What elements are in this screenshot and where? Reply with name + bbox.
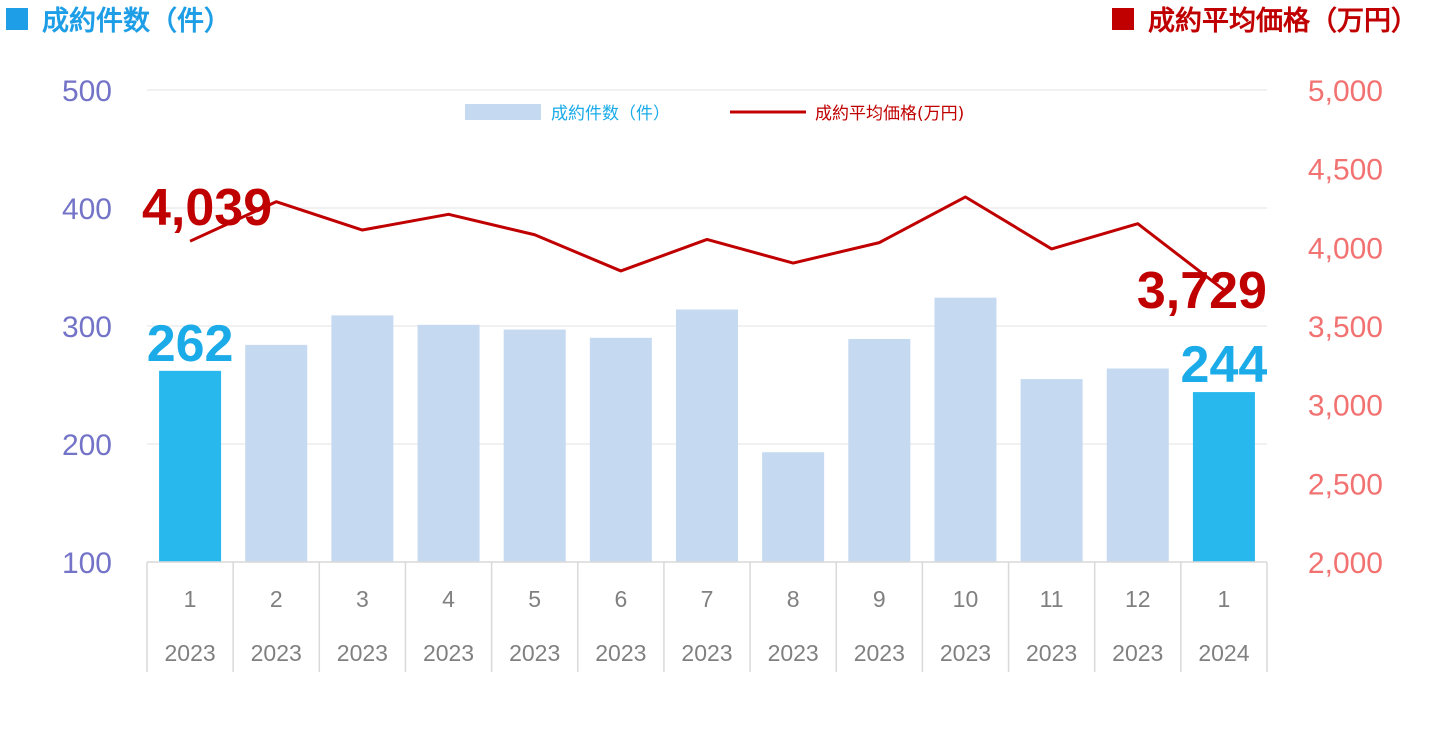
- annotations: 262 244 4,039 3,729: [142, 179, 1267, 394]
- x-month-label: 3: [356, 586, 369, 612]
- bar: [245, 344, 308, 562]
- first-bar-value-label: 262: [147, 315, 234, 373]
- x-year-label: 2023: [164, 640, 215, 666]
- right-tick-label: 4,500: [1308, 154, 1383, 187]
- x-year-label: 2023: [681, 640, 732, 666]
- left-tick-label: 100: [62, 547, 112, 580]
- right-tick-label: 4,000: [1308, 232, 1383, 265]
- last-price-value-label: 3,729: [1137, 262, 1267, 320]
- bar: [159, 370, 222, 562]
- bar: [1192, 392, 1255, 562]
- x-year-label: 2023: [1026, 640, 1077, 666]
- right-tick-label: 3,000: [1308, 390, 1383, 423]
- legend-line-label: 成約平均価格(万円): [815, 104, 964, 124]
- x-month-label: 11: [1040, 586, 1064, 612]
- legend-bar-label: 成約件数（件）: [551, 104, 670, 124]
- line-series: [189, 195, 1225, 292]
- x-year-label: 2023: [337, 640, 388, 666]
- right-tick-label: 3,500: [1308, 311, 1383, 344]
- bar: [1106, 368, 1169, 562]
- x-month-label: 6: [614, 586, 627, 612]
- x-year-label: 2023: [854, 640, 905, 666]
- x-month-label: 1: [184, 586, 197, 612]
- right-tick-label: 2,500: [1308, 468, 1383, 501]
- right-title-square-icon: [1112, 8, 1134, 30]
- left-tick-label: 500: [62, 75, 112, 108]
- x-month-label: 5: [528, 586, 541, 612]
- left-axis-title: 成約件数（件）: [42, 5, 231, 37]
- bar: [589, 337, 652, 562]
- x-year-label: 2023: [423, 640, 474, 666]
- x-year-label: 2023: [768, 640, 819, 666]
- legend-bar-swatch: [465, 104, 541, 120]
- x-year-label: 2023: [940, 640, 991, 666]
- left-tick-label: 300: [62, 311, 112, 344]
- right-axis-ticks: 2,000 2,500 3,000 3,500 4,000 4,500 5,000: [1308, 75, 1383, 580]
- bar: [1020, 379, 1083, 562]
- x-month-label: 9: [873, 586, 886, 612]
- x-year-label: 2023: [509, 640, 560, 666]
- bar: [676, 309, 738, 562]
- x-year-label: 2023: [251, 640, 302, 666]
- x-month-label: 2: [270, 586, 283, 612]
- bar: [762, 452, 825, 562]
- bar: [934, 297, 997, 562]
- x-year-label: 2023: [1112, 640, 1163, 666]
- x-month-label: 7: [701, 586, 714, 612]
- bar: [503, 329, 566, 562]
- right-tick-label: 5,000: [1308, 75, 1383, 108]
- bar-series: [159, 297, 1255, 562]
- x-month-label: 1: [1218, 586, 1231, 612]
- first-price-value-label: 4,039: [142, 179, 272, 237]
- bar: [331, 315, 394, 562]
- x-year-label: 2023: [595, 640, 646, 666]
- legend: 成約件数（件） 成約平均価格(万円): [465, 104, 964, 124]
- right-axis-title: 成約平均価格（万円）: [1148, 5, 1418, 37]
- left-axis-ticks: 100 200 300 400 500: [62, 75, 112, 580]
- left-title-square-icon: [6, 8, 28, 30]
- x-month-label: 10: [953, 586, 979, 612]
- last-bar-value-label: 244: [1181, 336, 1268, 394]
- bar: [417, 324, 480, 562]
- x-month-label: 12: [1125, 586, 1151, 612]
- x-month-label: 4: [442, 586, 455, 612]
- x-month-label: 8: [787, 586, 800, 612]
- bar: [848, 338, 911, 562]
- price-line: [189, 195, 1225, 292]
- right-tick-label: 2,000: [1308, 547, 1383, 580]
- left-tick-label: 200: [62, 429, 112, 462]
- x-year-label: 2024: [1198, 640, 1249, 666]
- left-tick-label: 400: [62, 193, 112, 226]
- x-axis-table: 1 2023 2 2023 3 2023 4 2023 5 2023 6 2023 7 2023 8 2023…: [146, 561, 1268, 672]
